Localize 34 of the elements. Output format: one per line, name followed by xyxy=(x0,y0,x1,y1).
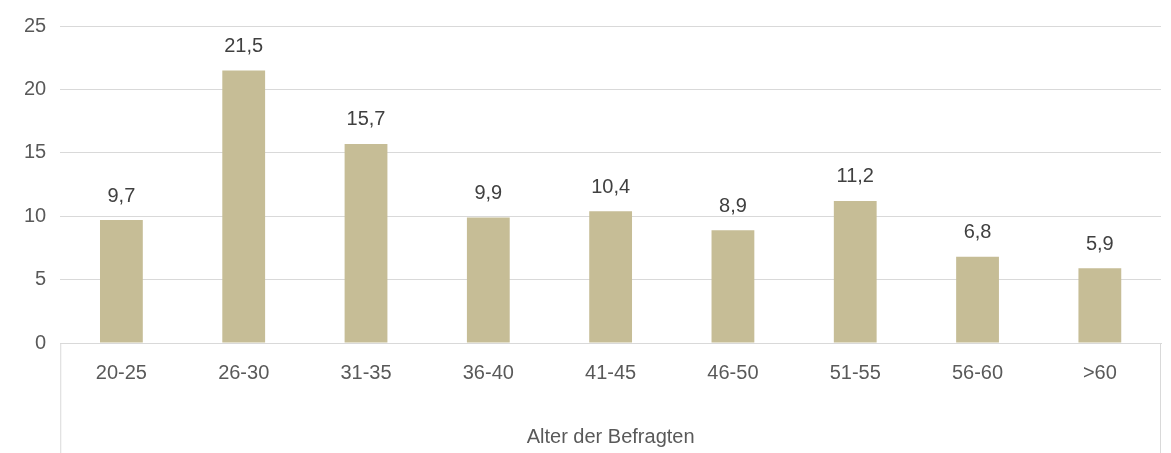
y-tick-label: 25 xyxy=(24,13,47,36)
x-tick-label: 36-40 xyxy=(462,360,514,383)
data-label: 15,7 xyxy=(346,107,386,130)
y-tick-label: 15 xyxy=(24,140,47,163)
bar xyxy=(956,256,999,343)
y-tick-label: 10 xyxy=(24,203,47,226)
bar xyxy=(711,230,755,343)
x-tick-label: 56-60 xyxy=(951,360,1004,383)
x-tick-label: 20-25 xyxy=(95,360,147,383)
bar xyxy=(100,220,143,343)
data-label: 9,7 xyxy=(107,183,136,206)
y-tick-label: 5 xyxy=(35,267,47,290)
bar xyxy=(222,70,266,343)
bar xyxy=(344,143,388,343)
y-tick-label: 20 xyxy=(24,76,47,99)
bar xyxy=(833,200,877,343)
data-label: 5,9 xyxy=(1085,231,1114,254)
x-axis-title: Alter der Befragten xyxy=(526,424,695,447)
data-label: 6,8 xyxy=(963,220,992,243)
bar xyxy=(589,211,633,343)
bar xyxy=(1078,268,1122,343)
y-tick-label: 0 xyxy=(35,330,47,353)
data-label: 8,9 xyxy=(719,193,747,216)
data-label: 9,9 xyxy=(474,180,503,203)
x-tick-label: >60 xyxy=(1082,360,1117,383)
x-tick-label: 31-35 xyxy=(340,360,392,383)
bar xyxy=(466,217,510,343)
x-tick-label: 41-45 xyxy=(585,360,637,383)
data-label: 11,2 xyxy=(836,164,874,187)
x-tick-label: 51-55 xyxy=(829,360,881,383)
data-label: 21,5 xyxy=(224,33,264,56)
x-tick-label: 26-30 xyxy=(218,360,270,383)
x-tick-label: 46-50 xyxy=(707,360,759,383)
data-label: 10,4 xyxy=(591,174,631,197)
